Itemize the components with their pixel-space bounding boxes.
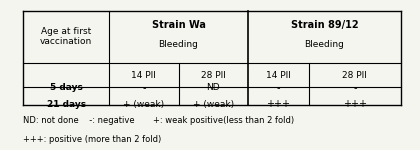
- Text: Strain 89/12: Strain 89/12: [291, 20, 358, 30]
- Text: -: -: [353, 83, 357, 93]
- Text: +++: +++: [343, 99, 367, 109]
- Text: +++: +++: [266, 99, 290, 109]
- Text: ND: not done    -: negative       +: weak positive(less than 2 fold): ND: not done -: negative +: weak positiv…: [23, 116, 294, 125]
- Text: Bleeding: Bleeding: [304, 40, 344, 49]
- Text: 28 PII: 28 PII: [342, 70, 368, 80]
- Text: ND: ND: [206, 83, 220, 92]
- Text: + (weak): + (weak): [193, 100, 234, 109]
- Text: 28 PII: 28 PII: [201, 70, 226, 80]
- Text: + (weak): + (weak): [123, 100, 164, 109]
- Text: Bleeding: Bleeding: [159, 40, 198, 49]
- Text: Age at first
vaccination: Age at first vaccination: [40, 27, 92, 46]
- Text: Strain Wa: Strain Wa: [152, 20, 205, 30]
- Text: -: -: [276, 83, 280, 93]
- Text: 5 days: 5 days: [50, 83, 83, 92]
- Text: +++: positive (more than 2 fold): +++: positive (more than 2 fold): [23, 135, 161, 144]
- Text: -: -: [142, 83, 146, 93]
- Text: 21 days: 21 days: [47, 100, 86, 109]
- Text: 14 PII: 14 PII: [131, 70, 156, 80]
- Text: 14 PII: 14 PII: [266, 70, 291, 80]
